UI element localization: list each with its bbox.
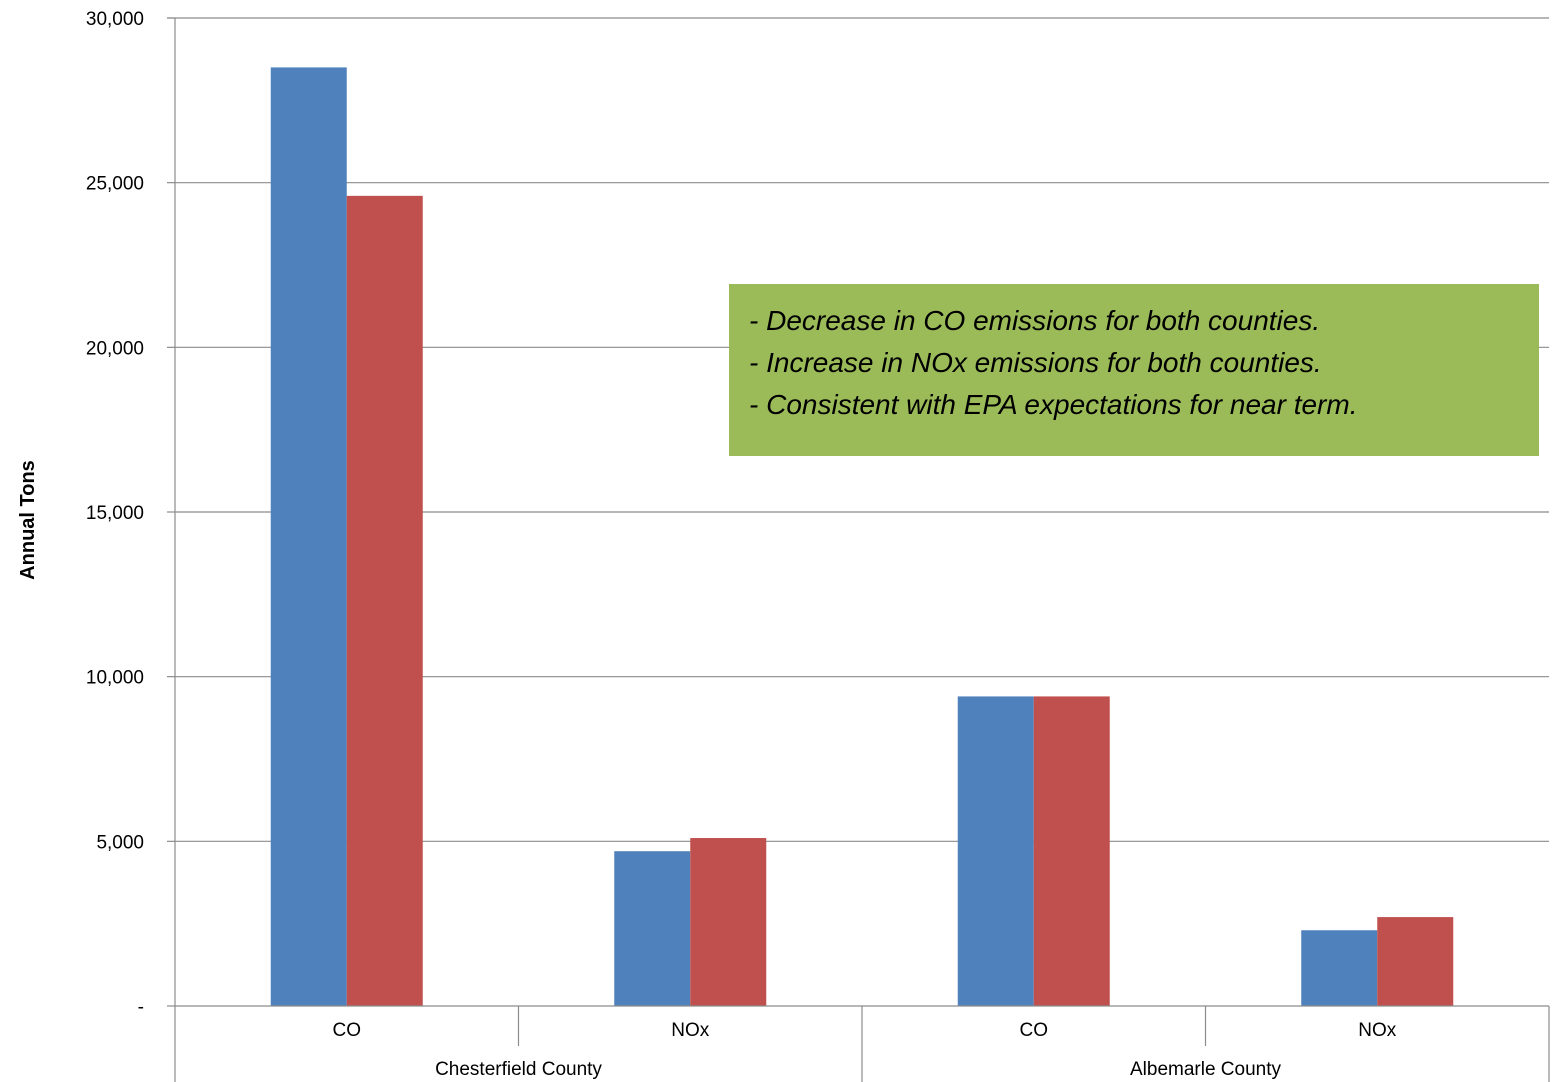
x-tick-labels: CO NOx CO NOx Chesterfield County Albemarle C… — [333, 1020, 1397, 1080]
annotation-line-1: - Decrease in CO emissions for both coun… — [749, 305, 1321, 336]
annotation-line-2: - Increase in NOx emissions for both cou… — [749, 347, 1322, 378]
x-group-label: Chesterfield County — [435, 1059, 602, 1080]
axes — [167, 17, 1550, 1082]
y-tick-label: 25,000 — [86, 174, 144, 195]
bar-series2-co-1 — [346, 195, 423, 1007]
y-tick-label: 30,000 — [86, 9, 144, 30]
x-category-label: CO — [333, 1020, 362, 1041]
y-tick-labels: - 5,000 10,000 15,000 20,000 25,000 30,000 — [86, 9, 144, 1018]
bar-series1-co-3 — [957, 696, 1034, 1006]
annotation-line-3: - Consistent with EPA expectations for n… — [749, 389, 1358, 420]
y-tick-label: 5,000 — [96, 832, 144, 853]
bar-series1-nox-2 — [614, 851, 691, 1006]
bar-series1-co-1 — [270, 67, 347, 1006]
y-tick-label: - — [138, 997, 144, 1018]
x-group-label: Albemarle County — [1130, 1059, 1282, 1080]
bars — [270, 67, 1454, 1007]
annotation-box: - Decrease in CO emissions for both coun… — [729, 284, 1539, 456]
y-tick-label: 10,000 — [86, 668, 144, 689]
bar-series2-nox-2 — [690, 838, 767, 1006]
bar-series2-co-3 — [1033, 696, 1110, 1006]
x-category-label: NOx — [1358, 1020, 1397, 1041]
bar-series2-nox-4 — [1377, 917, 1454, 1006]
x-category-label: NOx — [671, 1020, 710, 1041]
y-axis-label: Annual Tons — [17, 460, 39, 580]
y-tick-label: 15,000 — [86, 503, 144, 524]
bar-series1-nox-4 — [1301, 930, 1378, 1006]
x-category-label: CO — [1020, 1020, 1049, 1041]
y-tick-label: 20,000 — [86, 338, 144, 359]
